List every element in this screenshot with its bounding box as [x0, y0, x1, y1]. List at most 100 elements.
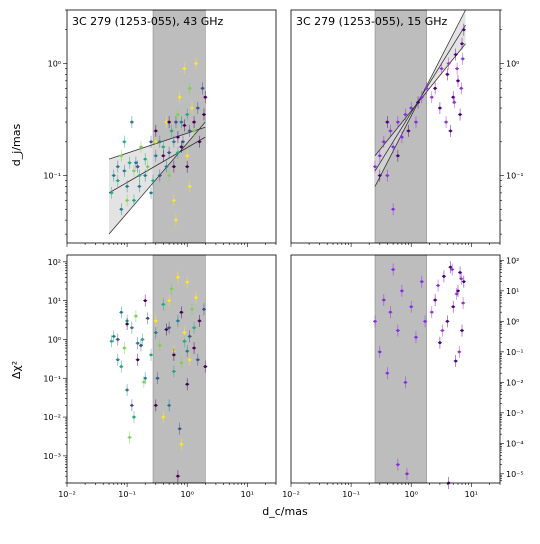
- point-marker: [161, 303, 165, 306]
- data-point: [452, 96, 457, 109]
- data-point: [143, 294, 148, 307]
- data-point: [143, 169, 148, 182]
- point-marker: [132, 169, 136, 173]
- point-marker: [456, 79, 460, 83]
- data-point: [419, 91, 424, 104]
- point-marker: [116, 358, 120, 362]
- point-marker: [154, 331, 158, 335]
- data-point: [119, 360, 124, 373]
- data-point: [122, 342, 127, 355]
- point-marker: [149, 353, 153, 357]
- point-marker: [430, 310, 434, 314]
- point-marker: [167, 151, 171, 155]
- data-point: [461, 23, 466, 36]
- data-point: [153, 326, 158, 339]
- data-point: [161, 411, 166, 424]
- axes-frame: [66, 9, 277, 244]
- x-axis-label: d_c/mas: [262, 505, 308, 518]
- data-point: [461, 296, 466, 309]
- axes-frame: [290, 9, 501, 244]
- data-point: [457, 345, 462, 358]
- point-marker: [425, 86, 428, 90]
- point-marker: [179, 361, 183, 365]
- point-marker: [409, 106, 413, 110]
- data-point: [419, 275, 424, 288]
- point-marker: [462, 280, 466, 284]
- point-marker: [188, 86, 192, 90]
- point-marker: [167, 326, 171, 330]
- data-point: [377, 149, 382, 162]
- point-marker: [420, 95, 424, 99]
- point-marker: [433, 298, 437, 302]
- y-axis-label-top: d_j/mas: [10, 124, 23, 167]
- x-tick-label: 10⁻²: [58, 490, 76, 499]
- data-point: [175, 131, 180, 144]
- data-point: [157, 135, 162, 148]
- point-marker: [154, 319, 158, 323]
- data-point: [187, 180, 192, 193]
- point-marker: [192, 129, 196, 133]
- point-marker: [179, 310, 183, 314]
- data-point: [445, 68, 450, 81]
- y-tick-label: 10⁻³: [43, 452, 61, 461]
- point-marker: [192, 120, 196, 124]
- data-point: [115, 353, 120, 366]
- point-marker: [192, 346, 196, 350]
- data-point: [179, 116, 184, 129]
- point-marker: [198, 140, 201, 144]
- y-tick-label: 10⁻⁵: [506, 470, 524, 479]
- data-point: [122, 135, 127, 148]
- point-marker: [385, 120, 389, 124]
- point-marker: [400, 289, 404, 293]
- data-point: [185, 160, 190, 173]
- point-marker: [416, 100, 420, 104]
- panel-bottom-left: 10⁻² 10⁻¹ 10⁰ 10¹ 10⁻³ 10⁻² 10⁻¹ 10⁰ 10¹ 10²: [43, 254, 277, 499]
- point-marker: [444, 120, 448, 124]
- data-point: [446, 57, 451, 70]
- data-point: [140, 333, 145, 346]
- point-marker: [185, 382, 189, 386]
- point-marker: [154, 129, 158, 133]
- data-point: [141, 376, 146, 389]
- point-marker: [132, 198, 136, 202]
- point-marker: [170, 287, 174, 291]
- point-marker: [128, 161, 131, 165]
- point-marker: [378, 350, 382, 354]
- data-point: [157, 169, 162, 182]
- data-point: [187, 82, 192, 95]
- data-point: [138, 339, 143, 352]
- point-marker: [385, 174, 389, 177]
- data-point: [169, 124, 174, 137]
- data-point: [149, 186, 154, 199]
- data-point: [433, 82, 438, 95]
- data-point: [185, 276, 190, 289]
- point-marker: [176, 113, 180, 116]
- point-marker: [196, 358, 200, 362]
- point-marker: [179, 442, 183, 446]
- point-marker: [110, 191, 113, 195]
- data-point: [119, 203, 124, 216]
- point-marker: [459, 86, 463, 90]
- point-marker: [414, 335, 418, 339]
- data-point: [193, 57, 198, 70]
- point-marker: [438, 106, 442, 110]
- panel-title: 3C 279 (1253-055), 43 GHz: [72, 15, 223, 28]
- point-marker: [149, 140, 153, 144]
- point-marker: [382, 298, 386, 302]
- point-marker: [391, 268, 395, 271]
- data-point: [459, 82, 464, 95]
- data-point: [450, 263, 455, 276]
- point-marker: [154, 154, 158, 158]
- point-marker: [396, 463, 400, 467]
- data-point: [131, 411, 136, 424]
- y-tick-label: 10⁻²: [506, 378, 524, 387]
- data-point: [187, 353, 192, 366]
- data-point: [137, 180, 142, 193]
- data-point: [395, 458, 400, 471]
- data-point: [173, 116, 178, 129]
- point-marker: [172, 198, 176, 202]
- data-point: [115, 174, 120, 187]
- point-marker: [454, 359, 458, 363]
- data-point: [192, 124, 197, 137]
